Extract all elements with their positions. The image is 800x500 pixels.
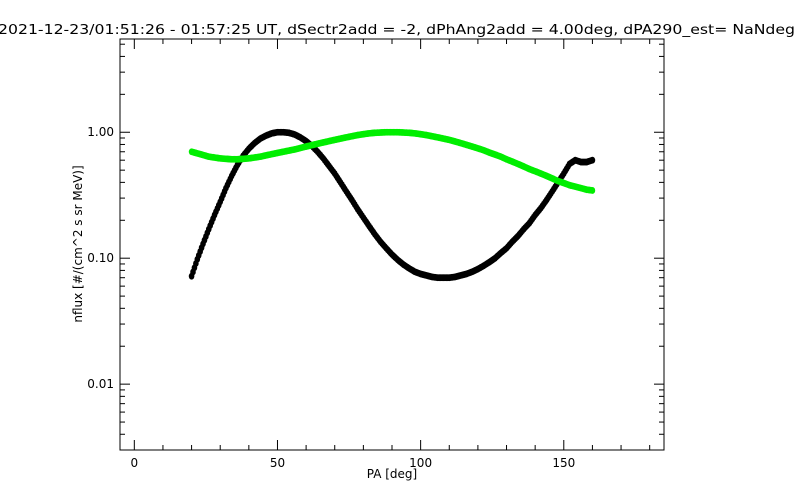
series-layer — [188, 128, 596, 282]
chart-title: 2021-12-23/01:51:26 - 01:57:25 UT, dSect… — [0, 23, 795, 38]
x-axis-label: PA [deg] — [367, 467, 417, 481]
x-tick-label: 150 — [552, 456, 575, 470]
data-point — [589, 156, 596, 164]
y-axis-label: nflux [#/(cm^2 s sr MeV)] — [71, 165, 85, 322]
series-1 — [188, 128, 596, 282]
x-tick-label: 0 — [130, 456, 138, 470]
y-axis-ticks: 0.01 0.10 1.00 — [87, 43, 664, 451]
data-point — [589, 187, 596, 194]
series-2 — [188, 128, 596, 194]
x-axis-ticks: 0 50 100 150 — [130, 39, 651, 470]
x-tick-label: 50 — [270, 456, 285, 470]
y-tick-label: 0.10 — [87, 251, 114, 265]
y-tick-label: 0.01 — [87, 377, 114, 391]
x-tick-label: 100 — [409, 456, 432, 470]
y-tick-label: 1.00 — [87, 125, 114, 139]
